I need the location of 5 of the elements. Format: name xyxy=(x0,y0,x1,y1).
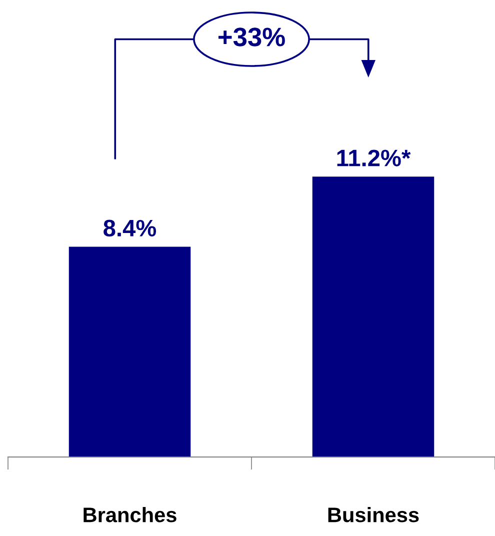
data-label: 8.4% xyxy=(104,220,156,236)
data-label: 11.2%* xyxy=(337,150,411,166)
x-tick-label: Branches xyxy=(84,507,176,522)
text: +33% xyxy=(218,28,285,46)
x-tick-label: Business xyxy=(328,507,419,522)
